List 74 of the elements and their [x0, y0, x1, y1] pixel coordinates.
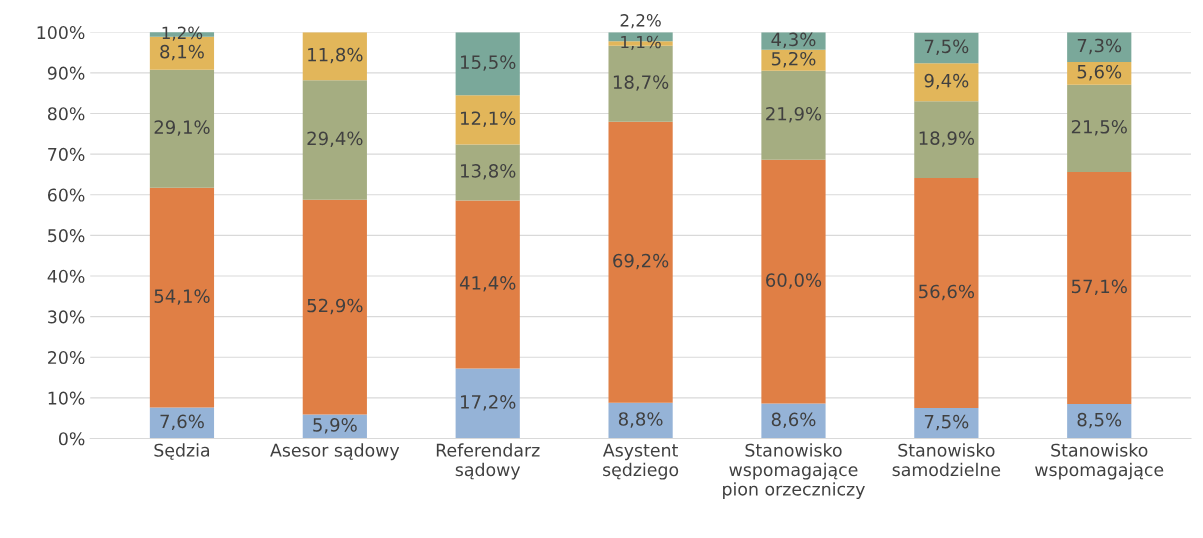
data-label: 11,8%: [308, 47, 363, 64]
x-tick-label: Referendarz sądowy: [436, 443, 540, 480]
data-label: 18,7%: [613, 75, 669, 91]
bar: [302, 199, 367, 415]
bar: [608, 121, 673, 403]
bar: [302, 80, 367, 200]
data-label: 41,4%: [459, 276, 516, 292]
bar: [455, 144, 520, 201]
bar: [608, 402, 673, 439]
data-label: 8,1%: [160, 44, 204, 61]
y-tick-label: 40%: [47, 269, 85, 283]
data-label: 54,1%: [154, 289, 210, 305]
data-label: 4,3%: [771, 32, 816, 49]
y-tick-label: 10%: [48, 391, 85, 405]
data-label: 8,6%: [771, 412, 816, 429]
x-tick-label: Sędzia: [154, 443, 210, 460]
x-tick-label: Stanowisko wspomagające pion orzeczniczy: [723, 443, 865, 500]
y-tick-label: 20%: [48, 350, 85, 365]
data-label: 60,0%: [766, 273, 822, 289]
bar: [149, 69, 215, 188]
data-label: 8,5%: [1077, 412, 1122, 429]
data-label: 8,8%: [618, 412, 663, 428]
data-label: 69,2%: [613, 253, 669, 270]
data-label: 21,9%: [766, 106, 822, 123]
bar: [914, 408, 979, 439]
bar: [455, 368, 520, 439]
y-tick-label: 30%: [48, 310, 85, 324]
y-tick-label: 50%: [48, 229, 85, 243]
x-tick-label: Asesor sądowy: [270, 443, 400, 461]
data-label: 17,2%: [461, 395, 516, 411]
data-label: 7,5%: [924, 414, 969, 431]
y-tick-label: 70%: [48, 147, 85, 161]
bar: [1067, 84, 1132, 173]
data-label: 13,8%: [461, 164, 516, 180]
x-tick-label: Stanowisko wspomagające: [1035, 443, 1164, 480]
y-tick-label: 60%: [47, 188, 85, 202]
bar: [149, 187, 215, 408]
y-tick-label: 90%: [47, 66, 85, 80]
bar: [761, 70, 826, 160]
bar: [914, 178, 979, 409]
bar: [455, 200, 520, 369]
x-tick-label: Stanowisko samodzielne: [892, 443, 1001, 477]
bar: [302, 32, 367, 81]
bar: [914, 32, 979, 64]
data-label: 18,9%: [919, 131, 975, 147]
y-tick-label: 80%: [47, 107, 85, 121]
x-tick-label: Asystent sędziego: [602, 443, 679, 480]
data-label: 21,5%: [1071, 119, 1127, 136]
data-label: 12,1%: [461, 111, 516, 127]
bar: [455, 95, 520, 145]
bar: [914, 63, 979, 102]
bar: [914, 101, 979, 179]
data-label: 7,3%: [1077, 38, 1122, 55]
data-label: 5,9%: [313, 418, 357, 434]
data-label: 2,2%: [620, 14, 661, 29]
bar: [761, 159, 826, 404]
data-label: 29,4%: [307, 131, 363, 147]
data-label: 52,9%: [307, 298, 363, 315]
bar: [761, 403, 826, 439]
bar: [455, 32, 520, 96]
bar: [1067, 403, 1132, 439]
data-label: 15,5%: [461, 55, 516, 71]
data-label: 9,4%: [924, 73, 969, 90]
data-label: 7,6%: [160, 414, 204, 431]
bar: [1067, 172, 1132, 404]
data-label: 5,2%: [771, 51, 816, 68]
y-tick-label: 100%: [37, 25, 85, 40]
data-label: 7,5%: [924, 39, 969, 55]
data-label: 5,6%: [1077, 64, 1122, 81]
bar: [1067, 32, 1132, 62]
data-label: 56,6%: [919, 284, 975, 301]
data-label: 29,1%: [154, 120, 210, 136]
y-tick-label: 0%: [58, 432, 85, 446]
data-label: 57,1%: [1071, 279, 1127, 296]
